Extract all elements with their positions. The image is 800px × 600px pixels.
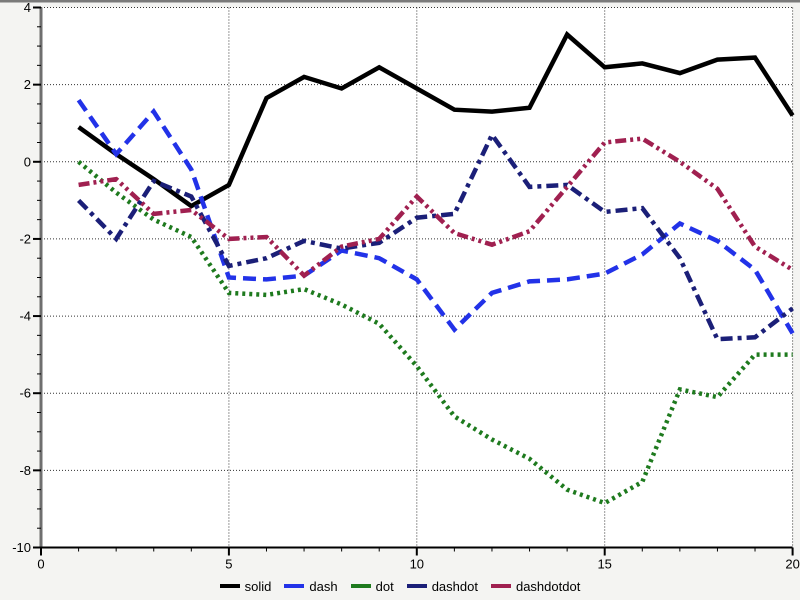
legend-item-dashdot: dashdot bbox=[406, 578, 478, 594]
y-tick-label: -6 bbox=[19, 386, 31, 401]
y-tick-label: 4 bbox=[24, 0, 31, 15]
y-tick-label: -2 bbox=[19, 231, 31, 246]
top-border bbox=[0, 0, 800, 3]
legend-swatch-dash bbox=[284, 584, 305, 588]
legend-swatch-dashdotdot bbox=[490, 584, 511, 588]
y-tick-label: 2 bbox=[24, 77, 31, 92]
x-tick-label: 20 bbox=[785, 556, 799, 571]
legend-label: dashdot bbox=[431, 578, 478, 594]
series-line-dash bbox=[76, 98, 795, 335]
legend-item-dashdotdot: dashdotdot bbox=[490, 578, 581, 594]
y-tick-label: 0 bbox=[24, 154, 31, 169]
legend-label: solid bbox=[244, 578, 272, 594]
series-line-solid bbox=[77, 30, 795, 209]
x-tick-label: 10 bbox=[410, 556, 424, 571]
series-line-dashdotdot bbox=[78, 136, 794, 279]
x-tick-label: 0 bbox=[37, 556, 44, 571]
x-tick-label: 15 bbox=[597, 556, 611, 571]
legend-item-solid: solid bbox=[219, 578, 272, 594]
y-tick-label: -4 bbox=[19, 309, 31, 324]
legend-label: dashdotdot bbox=[515, 578, 581, 594]
y-tick-label: -10 bbox=[12, 540, 31, 555]
legend-swatch-dot bbox=[350, 584, 371, 588]
legend-item-dash: dash bbox=[284, 578, 338, 594]
legend-swatch-dashdot bbox=[406, 584, 427, 588]
legend-item-dot: dot bbox=[350, 578, 394, 594]
legend: solid dash dot dashdot dashdotdot bbox=[0, 577, 800, 595]
legend-swatch-solid bbox=[219, 584, 240, 588]
legend-label: dot bbox=[375, 578, 394, 594]
y-tick-label: -8 bbox=[19, 463, 31, 478]
legend-label: dash bbox=[309, 578, 338, 594]
x-tick-label: 5 bbox=[225, 556, 232, 571]
series-line-dot bbox=[77, 160, 793, 506]
